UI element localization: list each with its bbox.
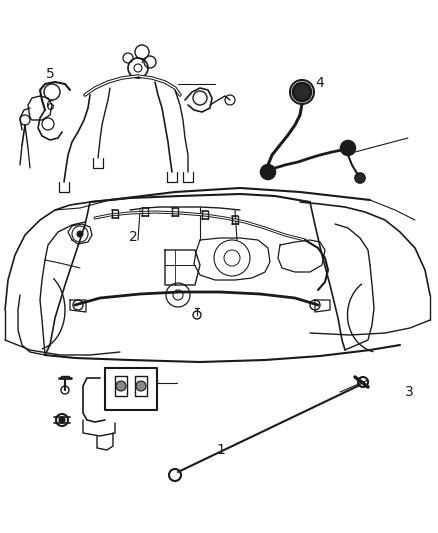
Circle shape	[355, 173, 365, 183]
Text: 2: 2	[129, 230, 138, 244]
Text: 1: 1	[217, 443, 226, 457]
Circle shape	[293, 83, 311, 101]
Text: 5: 5	[46, 67, 55, 80]
Text: 3: 3	[405, 385, 414, 399]
Circle shape	[77, 231, 83, 237]
Circle shape	[116, 381, 126, 391]
Text: 4: 4	[315, 76, 324, 90]
Circle shape	[261, 165, 275, 179]
Circle shape	[59, 417, 65, 423]
Text: 6: 6	[46, 99, 55, 112]
Circle shape	[136, 381, 146, 391]
Circle shape	[341, 141, 355, 155]
